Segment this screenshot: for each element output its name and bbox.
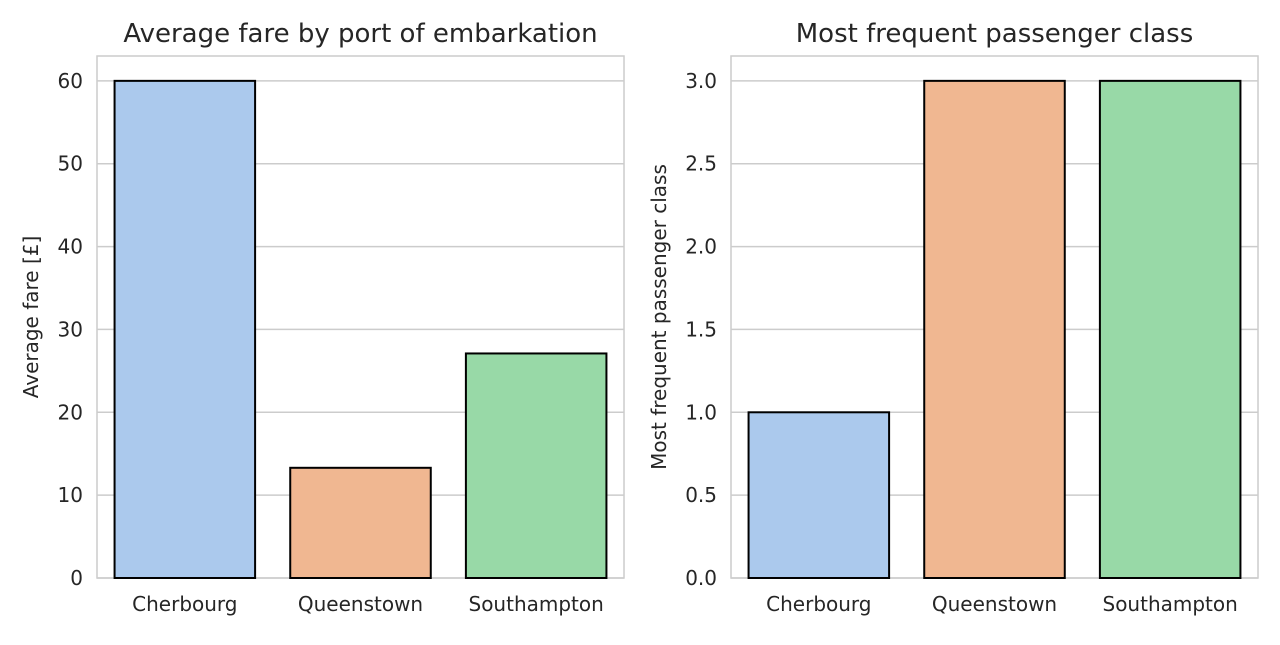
panel2-ytick-label: 3.0 <box>685 69 717 93</box>
panel2-xtick-label: Southampton <box>1103 592 1238 616</box>
panel1-ytick-label: 50 <box>58 152 83 176</box>
panel2-ytick-label: 0.0 <box>685 566 717 590</box>
panel2-ytick-label: 2.0 <box>685 235 717 259</box>
panel2-ytick-label: 1.5 <box>685 317 717 341</box>
panel2-bar-southampton <box>1098 79 1242 579</box>
panel2-ytick-label: 0.5 <box>685 483 717 507</box>
panel1-ylabel: Average fare [£] <box>19 236 43 399</box>
panel1-title: Average fare by port of embarkation <box>123 19 597 49</box>
panel2-ytick-label: 1.0 <box>685 400 717 424</box>
panel1-ytick-label: 60 <box>58 69 83 93</box>
panel1-ytick-label: 20 <box>58 400 83 424</box>
panel1-bar-southampton <box>464 352 608 580</box>
panel2-bar-queenstown <box>923 79 1066 579</box>
panel1-bar-queenstown <box>289 466 432 579</box>
panel1-bar-cherbourg <box>113 79 257 579</box>
panel2-title: Most frequent passenger class <box>796 19 1194 49</box>
panel2-bar-cherbourg <box>747 411 891 579</box>
panel1-ytick-label: 0 <box>70 566 83 590</box>
panel2-xtick-label: Cherbourg <box>766 592 871 616</box>
panel1-ytick-label: 40 <box>58 235 83 259</box>
panel1-xtick-label: Queenstown <box>298 592 423 616</box>
panel2-ylabel: Most frequent passenger class <box>647 164 671 470</box>
panel1-xtick-label: Southampton <box>469 592 604 616</box>
panel2-xtick-label: Queenstown <box>932 592 1057 616</box>
panel1-ytick-label: 10 <box>58 483 83 507</box>
panel2-ytick-label: 2.5 <box>685 152 717 176</box>
panel1-xtick-label: Cherbourg <box>132 592 237 616</box>
panel1-ytick-label: 30 <box>58 317 83 341</box>
